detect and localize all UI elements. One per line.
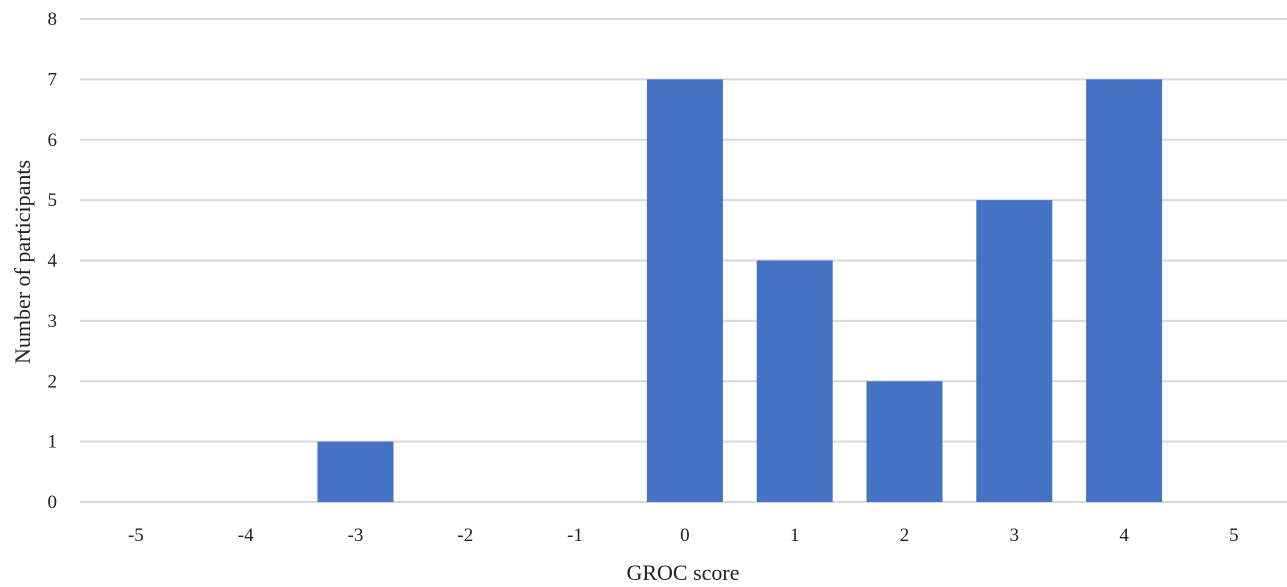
x-tick-label: 3 <box>1010 525 1020 546</box>
x-tick-label: -1 <box>567 525 583 546</box>
x-tick-label: 1 <box>790 525 800 546</box>
y-axis-title: Number of participants <box>10 160 35 364</box>
x-tick-label: -3 <box>348 525 364 546</box>
y-tick-label: 7 <box>48 69 58 90</box>
y-tick-labels: 0 1 2 3 4 5 6 7 8 <box>48 9 58 513</box>
y-tick-label: 2 <box>48 371 58 392</box>
bar <box>866 381 943 502</box>
bar <box>756 260 833 502</box>
bars <box>317 79 1163 502</box>
y-tick-label: 5 <box>48 190 58 211</box>
y-tick-label: 6 <box>48 130 58 151</box>
y-tick-label: 8 <box>48 9 58 30</box>
y-tick-label: 3 <box>48 311 58 332</box>
x-tick-label: 2 <box>900 525 910 546</box>
y-tick-label: 1 <box>48 432 58 453</box>
x-tick-label: 0 <box>680 525 690 546</box>
y-tick-label: 4 <box>48 251 58 272</box>
bar <box>976 200 1053 502</box>
x-tick-labels: -5 -4 -3 -2 -1 0 1 2 3 4 5 <box>128 525 1239 546</box>
x-tick-label: -5 <box>128 525 144 546</box>
y-tick-label: 0 <box>48 492 58 513</box>
x-tick-label: 4 <box>1119 525 1129 546</box>
x-tick-label: 5 <box>1229 525 1239 546</box>
x-tick-label: -4 <box>238 525 254 546</box>
bar <box>317 441 394 502</box>
x-axis-title: GROC score <box>626 560 739 585</box>
bar <box>646 79 723 502</box>
x-tick-label: -2 <box>457 525 473 546</box>
bar <box>1086 79 1163 502</box>
